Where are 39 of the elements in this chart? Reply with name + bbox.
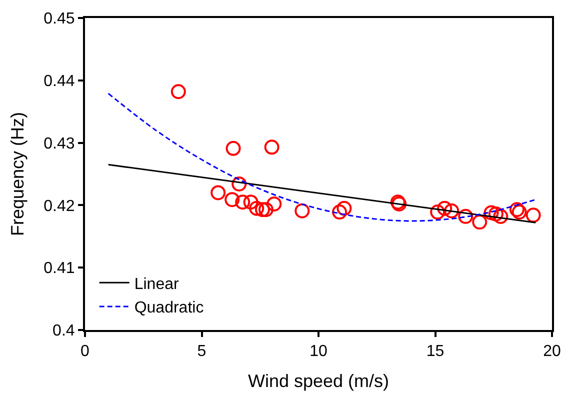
point [294,203,310,218]
point [243,194,258,210]
point [526,208,541,223]
y-tick-label: 0.42 [44,198,75,215]
point [249,200,264,216]
x-axis-title: Wind speed (m/s) [248,370,390,391]
y-tick-label: 0.4 [52,322,75,340]
point [266,196,282,212]
point [484,205,499,220]
point [488,206,504,222]
point [472,214,488,230]
point [332,204,348,220]
point [232,176,247,192]
point [336,200,352,216]
x-tick-label: 0 [80,343,90,360]
legend-label: Linear [134,276,180,293]
y-tick-label: 0.41 [44,260,75,278]
point [226,140,241,156]
point [170,84,186,100]
legend-label: Quadratic [134,300,204,317]
point [264,140,280,155]
point [254,202,270,218]
x-tick-label: 20 [543,343,561,360]
y-tick-label: 0.45 [44,10,75,28]
point [458,208,474,224]
point [430,204,446,220]
point [224,192,240,208]
x-tick-label: 5 [197,343,206,360]
point [235,194,250,210]
y-tick-label: 0.44 [44,73,75,90]
point [210,185,226,200]
x-tick-label: 15 [426,343,444,360]
point [444,203,460,218]
point [258,202,274,218]
y-axis-title: Frequency (Hz) [7,112,28,236]
point [437,200,452,216]
point [493,208,508,224]
x-tick-label: 10 [310,343,328,360]
y-tick-label: 0.43 [44,135,75,152]
